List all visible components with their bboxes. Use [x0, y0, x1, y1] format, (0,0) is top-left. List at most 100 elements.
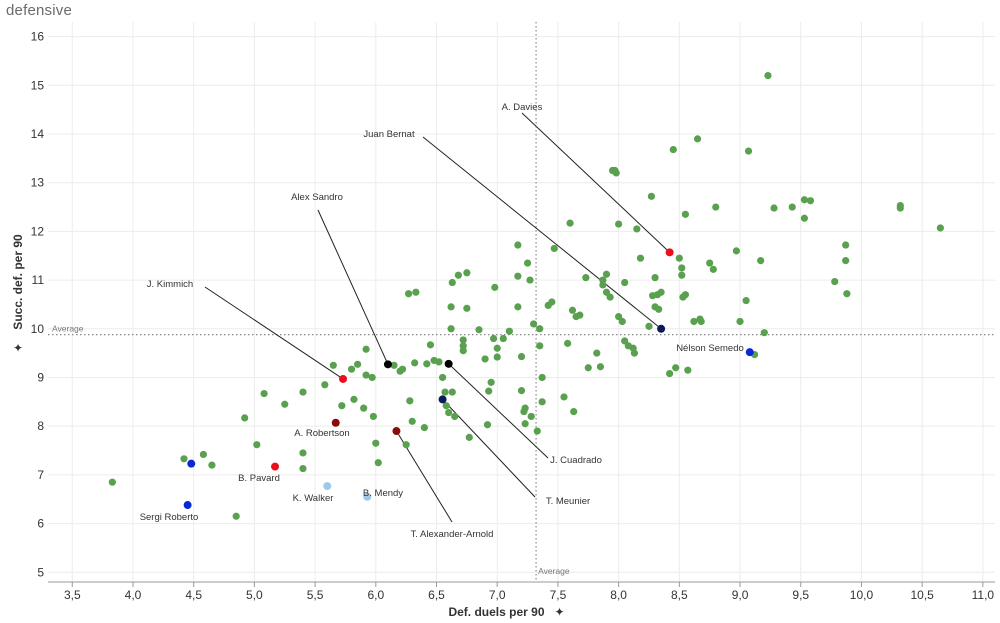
data-point — [536, 325, 544, 333]
data-point — [451, 412, 459, 421]
data-point — [690, 317, 698, 326]
data-point — [842, 257, 850, 265]
data-point — [709, 265, 717, 273]
data-point — [651, 274, 659, 282]
highlighted-point — [331, 418, 340, 427]
y-tick-label: 5 — [37, 565, 44, 579]
highlighted-points — [183, 248, 754, 510]
data-point — [372, 439, 380, 447]
x-tick-label: 7,0 — [489, 588, 506, 602]
data-point — [374, 459, 382, 467]
x-tick-label: 4,0 — [125, 588, 142, 602]
data-point — [843, 290, 851, 298]
data-point — [463, 304, 471, 312]
data-point — [527, 412, 535, 421]
data-point — [454, 271, 462, 279]
data-point — [517, 387, 526, 395]
data-point — [564, 339, 572, 347]
highlighted-point — [383, 360, 392, 369]
data-point — [406, 397, 414, 405]
data-point — [360, 404, 368, 412]
data-point — [584, 364, 592, 372]
chart-title: defensive — [6, 2, 73, 19]
point-label: A. Davies — [502, 102, 543, 113]
point-label: Juan Bernat — [363, 129, 415, 140]
x-tick-label: 8,0 — [610, 588, 627, 602]
data-point — [831, 277, 839, 286]
data-point — [368, 373, 376, 382]
data-point — [402, 441, 410, 449]
data-point — [770, 204, 778, 212]
y-tick-label: 16 — [31, 30, 45, 44]
x-tick-label: 5,0 — [246, 588, 263, 602]
data-point — [744, 147, 753, 155]
data-point — [398, 365, 407, 373]
data-point — [465, 433, 473, 441]
pin-icon: ✦ — [13, 341, 23, 355]
data-point — [764, 71, 772, 80]
y-tick-label: 13 — [31, 176, 45, 190]
data-point — [412, 288, 420, 296]
x-average-label: Average — [538, 566, 570, 576]
data-point — [447, 325, 455, 333]
data-point — [260, 389, 268, 398]
point-label: Nélson Semedo — [676, 343, 744, 354]
y-tick-label: 7 — [37, 468, 44, 482]
axes: 3,5 4,0 4,5 5,0 5,5 6,0 6,5 7,0 7,5 8,0 8,5 9,0 9,5 1… — [11, 30, 995, 619]
data-point — [459, 342, 467, 350]
x-tick-label: 7,5 — [550, 588, 567, 602]
data-point — [678, 271, 686, 279]
data-point — [672, 364, 680, 372]
point-label: T. Alexander-Arnold — [411, 529, 494, 540]
data-point — [936, 224, 944, 232]
data-point — [800, 214, 808, 222]
highlighted-point — [271, 462, 280, 471]
data-point — [420, 424, 428, 432]
y-tick-label: 11 — [32, 273, 45, 287]
point-labels: A. Davies Juan Bernat Alex Sandro J. Kimmic… — [140, 102, 744, 540]
data-point — [806, 197, 815, 205]
highlighted-point — [183, 501, 192, 510]
data-point — [684, 366, 692, 374]
x-tick-label: 3,5 — [64, 588, 81, 602]
data-point — [681, 291, 690, 299]
data-point — [232, 512, 240, 520]
data-point — [599, 281, 607, 289]
data-point — [647, 192, 656, 200]
data-point — [612, 169, 620, 177]
data-point — [538, 373, 546, 382]
data-point — [566, 219, 574, 227]
point-label: B. Mendy — [363, 488, 403, 499]
data-point — [362, 345, 370, 353]
data-point — [788, 203, 796, 211]
data-point — [712, 203, 720, 211]
data-point — [299, 449, 307, 457]
data-point — [493, 344, 501, 352]
y-tick-label: 10 — [31, 322, 45, 336]
data-point — [485, 387, 493, 395]
data-point — [514, 272, 522, 280]
highlighted-point — [392, 427, 401, 436]
data-point — [180, 455, 188, 463]
leader-line — [448, 363, 549, 459]
data-point — [448, 278, 456, 287]
data-point — [596, 363, 605, 371]
data-point — [491, 283, 499, 291]
data-point — [108, 478, 116, 486]
point-label: T. Meunier — [546, 496, 590, 507]
highlighted-point — [444, 359, 453, 368]
data-point — [493, 353, 501, 361]
highlighted-point — [363, 492, 372, 501]
highlighted-point — [187, 459, 196, 468]
x-tick-label: 8,5 — [671, 588, 688, 602]
data-point — [499, 334, 507, 343]
data-point — [615, 220, 623, 228]
data-point — [896, 204, 904, 212]
highlighted-point — [339, 374, 348, 383]
data-point — [442, 402, 450, 410]
data-point — [281, 400, 289, 408]
data-points — [108, 71, 944, 520]
point-label: Alex Sandro — [291, 192, 343, 203]
data-point — [732, 247, 740, 255]
data-point — [481, 355, 489, 363]
